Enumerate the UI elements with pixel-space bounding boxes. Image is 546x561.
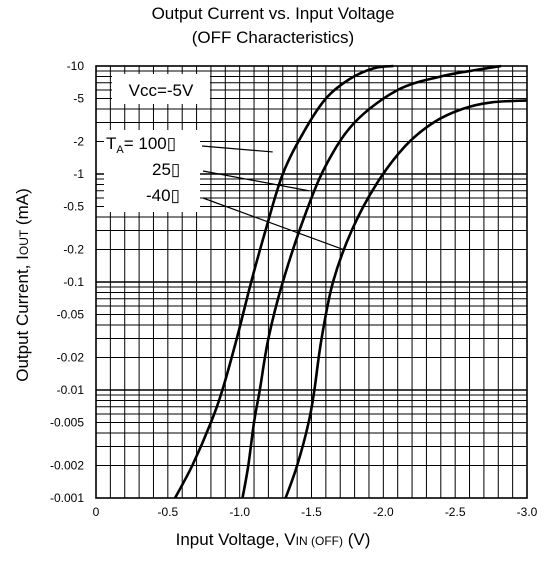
y-tick-label: -0.01 <box>57 383 85 397</box>
temperature-label-1: TA= 100▯ <box>106 134 176 156</box>
series-curve-3 <box>284 99 528 499</box>
condition-label: Vcc=-5V <box>129 81 194 100</box>
temperature-label-3: -40▯ <box>146 186 180 205</box>
x-axis-label: Input Voltage, VIN (OFF) (V) <box>0 530 546 550</box>
x-axis-label-subscript: IN (OFF) <box>295 534 343 548</box>
y-tick-label: -10 <box>67 59 85 73</box>
temperature-leader-line-3 <box>202 197 344 251</box>
y-axis-label-subscript: OUT <box>17 229 31 256</box>
y-tick-label: -0.002 <box>50 458 84 472</box>
series-curve-2 <box>241 64 502 499</box>
temperature-leader-line-1 <box>201 145 273 153</box>
x-tick-label: -2.0 <box>373 505 394 519</box>
x-tick-label: -1.0 <box>229 505 250 519</box>
series-curve-1 <box>173 64 394 499</box>
x-tick-label: -2.5 <box>445 505 466 519</box>
y-tick-label: -5 <box>73 92 84 106</box>
y-tick-label: -0.1 <box>63 275 84 289</box>
y-tick-label: -0.005 <box>50 416 84 430</box>
chart-title-line-1: Output Current vs. Input Voltage <box>151 4 395 23</box>
temperature-label-box <box>104 130 200 212</box>
y-tick-label: -0.5 <box>63 200 84 214</box>
condition-label-box <box>112 74 210 104</box>
x-tick-label: -3.0 <box>517 505 538 519</box>
x-tick-label: -1.5 <box>301 505 322 519</box>
temperature-leader-line-2 <box>202 170 309 192</box>
x-tick-label: -0.5 <box>157 505 178 519</box>
y-tick-label: -0.02 <box>57 350 85 364</box>
series-curves <box>173 64 528 499</box>
y-tick-label: -2 <box>73 134 84 148</box>
x-tick-label: 0 <box>93 505 100 519</box>
y-tick-label: -0.001 <box>50 491 84 505</box>
plot-frame <box>95 65 528 499</box>
y-tick-label: -0.2 <box>63 242 84 256</box>
y-tick-label: -0.05 <box>57 308 85 322</box>
temperature-label-2: 25▯ <box>152 160 180 179</box>
chart-title-line-2: (OFF Characteristics) <box>191 28 355 47</box>
y-axis-label: Output Current, IOUT (mA) <box>13 188 33 382</box>
x-axis-label-suffix: (V) <box>342 530 371 549</box>
x-axis-label-prefix: Input Voltage, V <box>175 530 296 549</box>
y-tick-label: -1 <box>73 167 84 181</box>
y-axis-label-prefix: Output Current, I <box>13 255 32 382</box>
y-axis-label-suffix: (mA) <box>13 188 32 230</box>
